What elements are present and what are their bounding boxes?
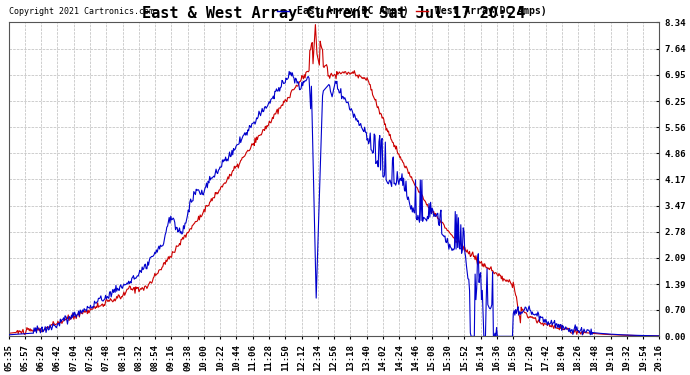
Text: Copyright 2021 Cartronics.com: Copyright 2021 Cartronics.com xyxy=(9,7,154,16)
Legend: East Array(DC Amps), West Array(DC Amps): East Array(DC Amps), West Array(DC Amps) xyxy=(273,2,551,20)
Title: East & West Array Current Sat Jul 17 20:24: East & West Array Current Sat Jul 17 20:… xyxy=(142,6,526,21)
